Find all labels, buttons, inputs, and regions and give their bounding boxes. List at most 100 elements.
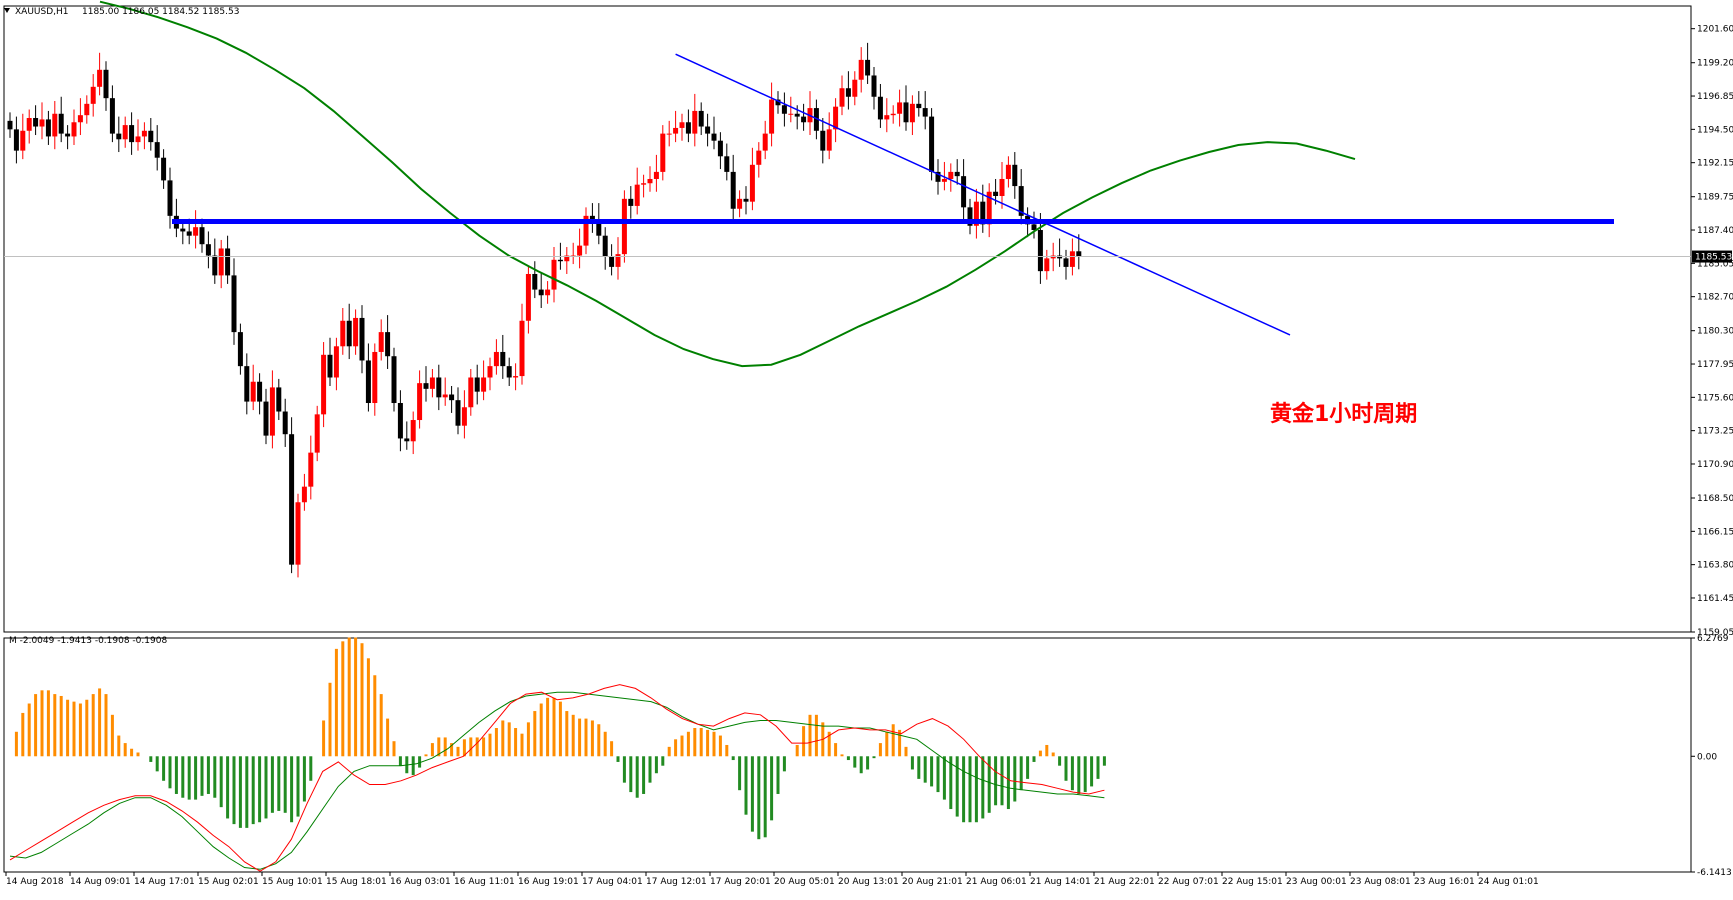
histogram-bar <box>181 756 185 798</box>
histogram-bar <box>987 756 991 813</box>
annotation-title: 黄金1小时周期 <box>1270 401 1417 427</box>
candle-bull <box>269 387 275 436</box>
time-tick-label: 15 Aug 18:01 <box>326 877 387 887</box>
candle-bear <box>180 228 186 232</box>
histogram-bar <box>597 724 601 757</box>
candle-bear <box>282 411 288 435</box>
histogram-bar <box>482 737 486 757</box>
candle-bear <box>557 259 563 262</box>
candle-bull <box>308 452 314 487</box>
histogram-bar <box>552 697 556 757</box>
time-axis: 14 Aug 2018 14 Aug 09:01 14 Aug 17:01 15 Au… <box>5 872 1539 887</box>
candle-bull <box>564 255 570 262</box>
time-tick-label: 14 Aug 17:01 <box>134 877 195 887</box>
histogram-bar <box>78 703 82 757</box>
candle-bear <box>1012 164 1018 187</box>
macd-panel <box>9 637 1106 872</box>
candle-bull <box>769 99 775 134</box>
candle-bear <box>365 360 371 404</box>
candle-bull <box>122 125 128 140</box>
time-tick-label: 15 Aug 10:01 <box>262 877 323 887</box>
candle-bear <box>109 98 115 134</box>
dropdown-arrow-icon[interactable] <box>4 8 10 13</box>
candle-bull <box>141 130 147 137</box>
candle-bull <box>852 79 858 97</box>
candle-bull <box>653 171 659 179</box>
candle-bull <box>26 118 32 131</box>
candle-bear <box>922 108 928 117</box>
moving-average-line <box>99 0 1356 368</box>
histogram-bar <box>226 756 230 819</box>
candle-bull <box>461 407 467 426</box>
candle-bear <box>397 403 403 439</box>
histogram-bar <box>219 756 223 808</box>
histogram-bar <box>360 643 364 757</box>
candle-bear <box>538 289 544 296</box>
histogram-bar <box>802 726 806 757</box>
histogram-bar <box>712 731 716 757</box>
histogram-bar <box>72 701 76 757</box>
candle-bear <box>391 356 397 404</box>
histogram-bar <box>322 720 326 757</box>
histogram-bar <box>341 641 345 757</box>
histogram-bar <box>347 637 351 757</box>
histogram-bar <box>622 756 626 783</box>
candle-bear <box>698 110 704 127</box>
candle-bear <box>794 113 800 117</box>
candle-bull <box>77 115 83 123</box>
histogram-bar <box>898 729 902 757</box>
histogram-bar <box>232 756 236 825</box>
current-price-box <box>1692 250 1732 263</box>
candle-bull <box>20 130 26 151</box>
candle-bull <box>788 113 794 115</box>
histogram-bar <box>571 714 575 757</box>
candle-bull <box>666 133 672 135</box>
price-tick-label: 1201.60 <box>1697 25 1733 35</box>
candle-bull <box>833 106 839 130</box>
time-tick-label: 16 Aug 03:01 <box>390 877 451 887</box>
trend-line[interactable] <box>675 53 1291 336</box>
histogram-bar <box>955 756 959 817</box>
candle-bull <box>941 178 947 182</box>
candle-bull <box>948 171 954 179</box>
histogram-bar <box>123 743 127 757</box>
histogram-bar <box>846 756 850 761</box>
histogram-bar <box>590 720 594 757</box>
candle-bull <box>673 127 679 134</box>
time-tick-label: 20 Aug 21:01 <box>902 877 963 887</box>
candle-bear <box>589 215 595 221</box>
histogram-bar <box>757 756 761 840</box>
histogram-bar <box>693 728 697 757</box>
candle-bear <box>705 126 711 134</box>
histogram-bar <box>507 722 511 757</box>
histogram-bar <box>386 718 390 757</box>
histogram-bar <box>962 756 966 823</box>
candle-bull <box>39 119 45 127</box>
candle-bear <box>436 377 442 398</box>
candle-bull <box>1044 258 1050 272</box>
histogram-bar <box>539 703 543 757</box>
time-tick-label: 24 Aug 01:01 <box>1478 877 1539 887</box>
histogram-bar <box>373 675 377 757</box>
histogram-bar <box>110 714 114 757</box>
candle-bear <box>231 275 237 333</box>
histogram-bar <box>424 754 428 757</box>
candle-bull <box>762 133 768 151</box>
histogram-bar <box>635 756 639 798</box>
candle-bear <box>212 255 218 276</box>
histogram-bar <box>718 735 722 757</box>
price-tick-label: 1163.80 <box>1697 561 1733 571</box>
histogram-bar <box>654 756 658 774</box>
price-tick-label: 1170.90 <box>1697 460 1733 470</box>
candle-bear <box>954 171 960 177</box>
histogram-bar <box>949 756 953 810</box>
price-tick-label: 1194.50 <box>1697 125 1733 135</box>
candle-bear <box>929 116 935 172</box>
histogram-bar <box>1102 756 1106 766</box>
time-tick-label: 17 Aug 04:01 <box>582 877 643 887</box>
time-tick-label: 17 Aug 12:01 <box>646 877 707 887</box>
histogram-bar <box>616 756 620 762</box>
candle-bear <box>500 351 506 367</box>
candle-bull <box>295 502 301 565</box>
